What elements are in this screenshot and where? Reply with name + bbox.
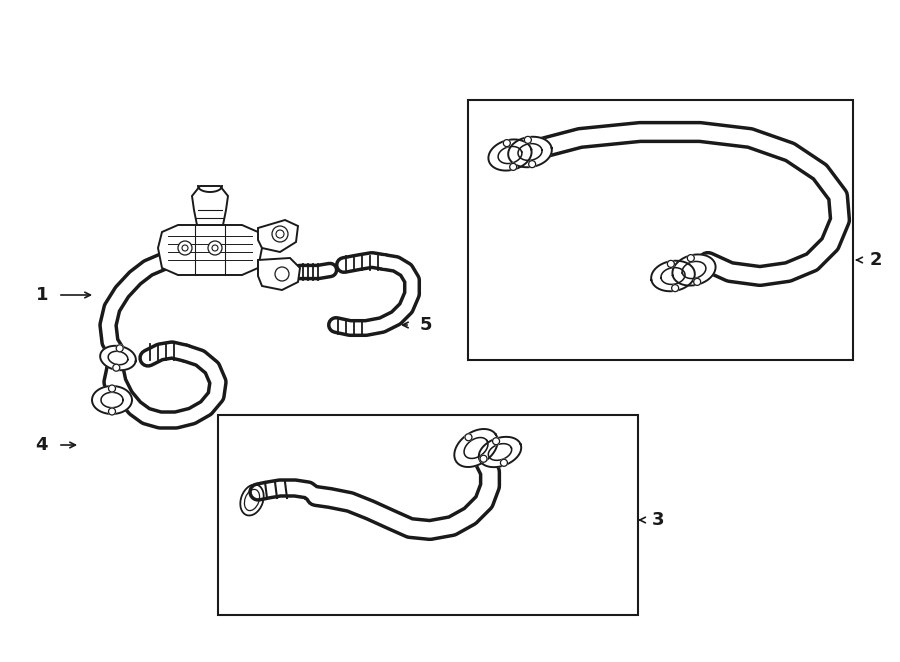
Circle shape xyxy=(671,285,679,292)
Circle shape xyxy=(509,164,517,170)
Circle shape xyxy=(480,455,487,462)
Polygon shape xyxy=(192,186,228,225)
Circle shape xyxy=(528,161,536,167)
Circle shape xyxy=(208,241,222,255)
Polygon shape xyxy=(672,254,716,285)
Circle shape xyxy=(465,434,472,441)
Circle shape xyxy=(688,255,694,261)
Text: 2: 2 xyxy=(870,251,883,269)
Circle shape xyxy=(503,140,510,146)
Polygon shape xyxy=(454,429,498,467)
Circle shape xyxy=(694,279,701,285)
Text: 1: 1 xyxy=(35,286,48,304)
Bar xyxy=(468,100,853,360)
Circle shape xyxy=(272,226,288,242)
Circle shape xyxy=(500,459,508,466)
Bar xyxy=(218,415,638,615)
Polygon shape xyxy=(489,140,532,171)
Circle shape xyxy=(109,385,115,392)
Text: 4: 4 xyxy=(35,436,48,454)
Polygon shape xyxy=(92,386,132,414)
Polygon shape xyxy=(652,261,695,291)
Circle shape xyxy=(112,364,120,371)
Polygon shape xyxy=(100,346,136,370)
Text: 5: 5 xyxy=(420,316,433,334)
Circle shape xyxy=(116,345,123,352)
Circle shape xyxy=(525,136,531,144)
Circle shape xyxy=(492,438,500,445)
Polygon shape xyxy=(479,437,521,467)
Polygon shape xyxy=(258,258,300,290)
Polygon shape xyxy=(508,137,552,167)
Polygon shape xyxy=(258,220,298,252)
Circle shape xyxy=(668,260,674,267)
Text: 3: 3 xyxy=(652,511,664,529)
Polygon shape xyxy=(158,225,262,275)
Circle shape xyxy=(109,408,115,415)
Circle shape xyxy=(178,241,192,255)
Circle shape xyxy=(275,267,289,281)
